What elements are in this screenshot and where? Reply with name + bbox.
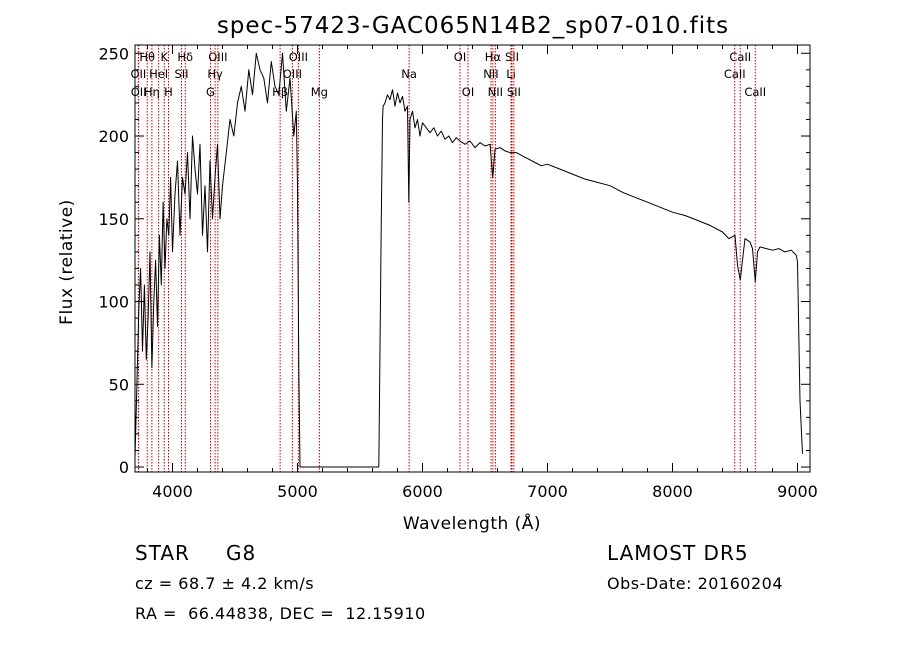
marker-label: SII <box>505 50 519 64</box>
x-tick-label: 7000 <box>527 482 568 501</box>
marker-label: OIII <box>208 50 227 64</box>
coordinates: RA = 66.44838, DEC = 12.15910 <box>135 604 426 623</box>
marker-label: G <box>206 85 215 99</box>
x-tick-label: 4000 <box>152 482 193 501</box>
marker-label: CaII <box>729 50 751 64</box>
x-tick-label: 8000 <box>652 482 693 501</box>
marker-label: SII <box>174 67 188 81</box>
marker-label: HeI <box>149 67 168 81</box>
marker-label: NII <box>488 85 503 99</box>
y-tick-label: 250 <box>98 44 129 63</box>
object-class: STAR <box>135 541 190 565</box>
marker-label: NII <box>483 67 498 81</box>
observation-date: Obs-Date: 20160204 <box>607 574 784 593</box>
axis-ticks: 4000 5000 6000 7000 8000 9000 0 50 100 150 200 250 <box>98 44 817 501</box>
y-tick-label: 200 <box>98 127 129 146</box>
y-tick-label: 0 <box>119 458 129 477</box>
marker-label: Na <box>401 67 417 81</box>
object-subclass: G8 <box>226 541 257 565</box>
x-tick-label: 9000 <box>777 482 818 501</box>
marker-label: K <box>160 50 168 64</box>
survey-name: LAMOST DR5 <box>607 541 749 565</box>
marker-label: Hδ <box>177 50 193 64</box>
x-tick-label: 6000 <box>402 482 443 501</box>
chart-title: spec-57423-GAC065N14B2_sp07-010.fits <box>217 13 729 39</box>
marker-label: OIII <box>289 50 308 64</box>
y-tick-label: 100 <box>98 293 129 312</box>
marker-label: OII <box>130 67 146 81</box>
marker-label: Li <box>506 67 516 81</box>
marker-label: OI <box>462 85 474 99</box>
marker-label: Hθ <box>139 50 155 64</box>
x-tick-label: 5000 <box>277 482 318 501</box>
y-tick-label: 150 <box>98 210 129 229</box>
marker-label: Mg <box>311 85 328 99</box>
marker-label: OI <box>454 50 466 64</box>
redshift-value: cz = 68.7 ± 4.2 km/s <box>135 574 315 593</box>
plot-frame <box>134 44 811 473</box>
y-axis-label: Flux (relative) <box>57 199 77 325</box>
marker-label: OIII <box>283 67 302 81</box>
marker-label: SII <box>507 85 521 99</box>
marker-label: H <box>164 85 173 99</box>
marker-label: Hη <box>144 85 160 99</box>
spectrum-series <box>134 52 803 468</box>
marker-label: CaII <box>744 85 766 99</box>
marker-label: Hα <box>485 50 502 64</box>
marker-label: Hγ <box>207 67 223 81</box>
y-tick-label: 50 <box>109 375 129 394</box>
x-axis-label: Wavelength (Å) <box>403 512 541 534</box>
spectrum-line <box>134 52 803 468</box>
marker-label: CaII <box>724 67 746 81</box>
